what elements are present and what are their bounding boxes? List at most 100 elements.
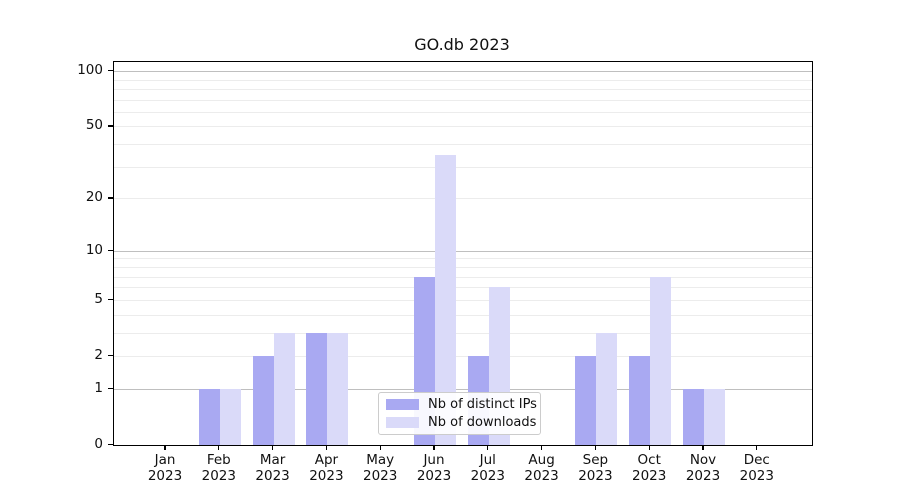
gridline-minor (114, 88, 812, 90)
bar-downloads-oct (650, 276, 672, 445)
x-tick-year: 2023 (147, 467, 183, 484)
legend-label-downloads: Nb of downloads (428, 415, 537, 430)
x-tick-year: 2023 (363, 467, 398, 484)
y-tick-label: 0 (94, 436, 103, 452)
x-tick-year: 2023 (632, 467, 667, 484)
plot-area (113, 61, 813, 446)
x-tick-month: Mar (259, 452, 286, 468)
bar-downloads-jun (435, 154, 456, 445)
y-tick-mark (108, 249, 113, 252)
x-tick-month: Apr (314, 452, 339, 468)
gridline-minor (114, 198, 812, 200)
bar-distinct-ips-oct (629, 355, 651, 445)
gridline-major (114, 250, 812, 252)
y-tick-mark (108, 444, 113, 446)
x-tick-label: Jan 2023 (135, 452, 195, 484)
x-tick-year: 2023 (416, 467, 452, 484)
x-tick-year: 2023 (578, 467, 613, 484)
x-tick-mark (164, 445, 166, 450)
gridline-major (114, 71, 812, 73)
gridline-minor (114, 314, 812, 316)
bar-distinct-ips-nov (683, 388, 704, 445)
y-tick-label: 100 (77, 62, 103, 79)
gridline-major (114, 388, 812, 390)
y-tick-label: 20 (85, 189, 103, 206)
x-tick-month: May (366, 452, 395, 468)
legend-swatch-downloads (386, 417, 419, 428)
gridline-minor (114, 166, 812, 168)
x-tick-month: Jun (423, 452, 445, 468)
x-tick-month: Jul (479, 452, 496, 468)
x-tick-month: Aug (528, 452, 555, 468)
bar-downloads-sep (596, 332, 618, 445)
bar-downloads-mar (273, 332, 295, 445)
x-tick-mark (540, 445, 543, 450)
x-tick-month: Jan (154, 452, 176, 468)
x-tick-mark (702, 445, 704, 450)
bar-downloads-nov (704, 388, 725, 445)
x-tick-year: 2023 (524, 467, 559, 484)
x-tick-mark (325, 445, 328, 450)
x-tick-label: May 2023 (350, 452, 410, 484)
x-tick-mark (271, 445, 274, 450)
x-tick-month: Feb (206, 452, 231, 468)
x-tick-label: Dec 2023 (727, 452, 787, 484)
x-tick-label: Sep 2023 (565, 452, 625, 484)
y-tick-label: 1 (94, 379, 103, 396)
x-tick-year: 2023 (309, 467, 344, 484)
legend-item-downloads: Nb of downloads (386, 415, 540, 430)
x-tick-mark (756, 445, 758, 450)
gridline-minor (114, 276, 812, 278)
bar-distinct-ips-apr (306, 332, 328, 445)
gridline-minor (114, 111, 812, 113)
y-tick-label: 10 (85, 241, 103, 258)
x-tick-mark (379, 445, 381, 450)
x-tick-month: Sep (582, 452, 609, 468)
bar-downloads-feb (219, 388, 241, 445)
gridline-minor (114, 79, 812, 81)
x-tick-mark (218, 445, 220, 450)
x-tick-label: Aug 2023 (512, 452, 572, 484)
gridline-minor (114, 287, 812, 289)
x-tick-mark (433, 445, 435, 450)
chart-title: GO.db 2023 (414, 35, 510, 54)
x-tick-year: 2023 (201, 467, 236, 484)
gridline-minor (114, 258, 812, 260)
bar-downloads-apr (327, 332, 349, 445)
y-tick-mark (108, 125, 113, 127)
gridline-minor (114, 355, 812, 357)
y-tick-mark (108, 197, 113, 199)
bar-distinct-ips-feb (198, 388, 220, 445)
x-tick-label: Feb 2023 (189, 452, 249, 484)
gridline-minor (114, 299, 812, 301)
gridline-minor (114, 144, 812, 146)
x-tick-label: Apr 2023 (296, 452, 356, 484)
legend: Nb of distinct IPs Nb of downloads (378, 392, 541, 435)
gridline-minor (114, 99, 812, 101)
y-tick-mark (108, 387, 113, 390)
y-tick-label: 2 (94, 346, 103, 363)
x-tick-month: Nov (689, 452, 717, 468)
bar-distinct-ips-mar (252, 355, 274, 445)
y-tick-label: 5 (94, 290, 103, 307)
x-tick-mark (594, 445, 597, 450)
x-tick-label: Nov 2023 (673, 452, 733, 484)
y-tick-mark (108, 298, 113, 301)
bar-distinct-ips-sep (575, 355, 597, 445)
x-tick-year: 2023 (255, 467, 290, 484)
x-tick-year: 2023 (739, 467, 774, 484)
x-tick-year: 2023 (470, 467, 505, 484)
gridline-minor (114, 266, 812, 268)
legend-label-distinct-ips: Nb of distinct IPs (428, 397, 537, 412)
x-tick-label: Oct 2023 (619, 452, 679, 484)
y-tick-mark (108, 354, 113, 357)
y-tick-mark (108, 70, 113, 72)
x-tick-label: Mar 2023 (243, 452, 303, 484)
legend-swatch-distinct-ips (386, 399, 419, 410)
gridline-minor (114, 332, 812, 334)
x-tick-mark (648, 445, 650, 450)
x-tick-label: Jul 2023 (458, 452, 518, 484)
gridline-minor (114, 126, 812, 128)
x-tick-month: Oct (637, 452, 661, 468)
y-tick-label: 50 (85, 117, 103, 134)
